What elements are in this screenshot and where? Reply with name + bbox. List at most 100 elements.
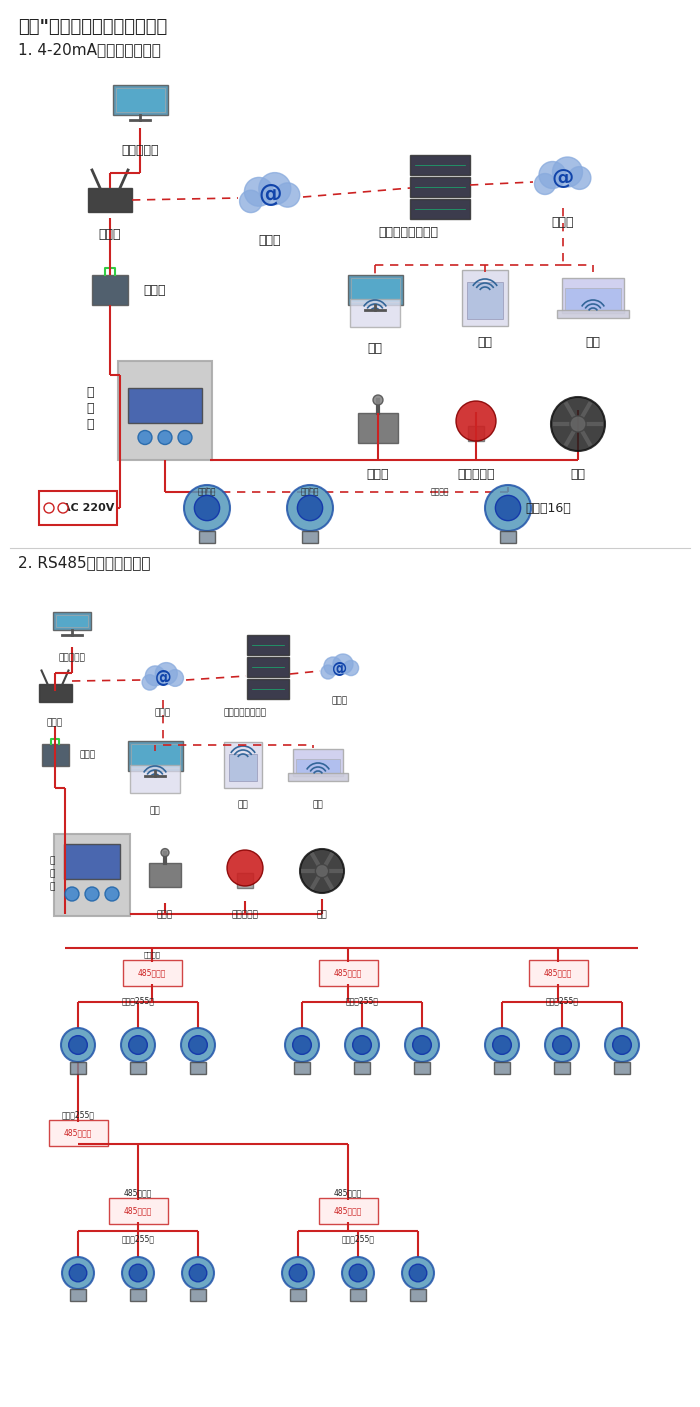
FancyBboxPatch shape <box>39 491 117 525</box>
FancyBboxPatch shape <box>290 1289 306 1301</box>
Text: 485中继器: 485中继器 <box>138 968 166 978</box>
Circle shape <box>130 1265 147 1282</box>
Circle shape <box>189 1036 207 1054</box>
Circle shape <box>138 431 152 445</box>
Text: 485中继器: 485中继器 <box>334 1189 362 1197</box>
Text: 信号输出: 信号输出 <box>430 487 449 497</box>
FancyBboxPatch shape <box>237 872 253 888</box>
Circle shape <box>161 848 169 857</box>
Text: 2. RS485信号连接系统图: 2. RS485信号连接系统图 <box>18 554 150 570</box>
Text: 电磁阀: 电磁阀 <box>157 910 173 920</box>
Text: 信号输出: 信号输出 <box>301 487 319 497</box>
Text: 可连接255台: 可连接255台 <box>62 1110 94 1120</box>
FancyBboxPatch shape <box>41 744 69 767</box>
FancyBboxPatch shape <box>38 684 71 702</box>
Circle shape <box>244 177 273 207</box>
Text: 电脑: 电脑 <box>368 342 382 355</box>
Circle shape <box>321 666 335 680</box>
Circle shape <box>485 1029 519 1062</box>
Text: −: − <box>44 502 54 514</box>
Text: 通: 通 <box>86 386 94 398</box>
Circle shape <box>227 850 263 886</box>
Circle shape <box>195 495 220 521</box>
Text: 风机: 风机 <box>316 910 328 920</box>
Text: 信号输出: 信号输出 <box>144 951 160 958</box>
Text: 485中继器: 485中继器 <box>334 968 362 978</box>
Circle shape <box>456 401 496 440</box>
FancyBboxPatch shape <box>554 1062 570 1074</box>
FancyBboxPatch shape <box>351 279 400 303</box>
FancyBboxPatch shape <box>88 189 132 212</box>
Circle shape <box>259 173 290 204</box>
FancyBboxPatch shape <box>410 1289 426 1301</box>
FancyBboxPatch shape <box>247 635 289 656</box>
Circle shape <box>612 1036 631 1054</box>
Text: @: @ <box>552 167 574 189</box>
Circle shape <box>402 1256 434 1289</box>
Text: 可连接255台: 可连接255台 <box>122 1234 155 1244</box>
FancyBboxPatch shape <box>462 270 508 326</box>
Circle shape <box>58 502 68 514</box>
FancyBboxPatch shape <box>350 1289 366 1301</box>
Circle shape <box>545 1029 579 1062</box>
FancyBboxPatch shape <box>468 426 484 440</box>
Circle shape <box>485 485 531 530</box>
Text: 通: 通 <box>49 857 55 865</box>
Text: 风机: 风机 <box>570 469 585 481</box>
FancyBboxPatch shape <box>302 530 318 543</box>
Text: 安帕尔网络服务器: 安帕尔网络服务器 <box>378 225 438 239</box>
FancyBboxPatch shape <box>92 274 128 305</box>
FancyBboxPatch shape <box>500 530 516 543</box>
FancyBboxPatch shape <box>118 360 212 460</box>
Text: 单机版电脑: 单机版电脑 <box>59 653 85 663</box>
Text: 可连接255台: 可连接255台 <box>122 996 155 1006</box>
FancyBboxPatch shape <box>224 741 262 788</box>
Circle shape <box>553 1036 571 1054</box>
FancyBboxPatch shape <box>116 89 164 113</box>
Text: 讯: 讯 <box>49 870 55 878</box>
FancyBboxPatch shape <box>229 754 257 781</box>
Text: 信号输出: 信号输出 <box>197 487 216 497</box>
Text: 转换器: 转换器 <box>80 750 96 760</box>
Circle shape <box>122 1256 154 1289</box>
Text: 安帕尔网络服务器: 安帕尔网络服务器 <box>223 709 267 718</box>
Circle shape <box>189 1265 206 1282</box>
Circle shape <box>324 657 342 675</box>
Text: 互联网: 互联网 <box>155 709 171 718</box>
Circle shape <box>158 431 172 445</box>
FancyBboxPatch shape <box>130 1289 146 1301</box>
Text: 声光报警器: 声光报警器 <box>232 910 258 920</box>
Circle shape <box>287 485 333 530</box>
Text: 电磁阀: 电磁阀 <box>367 469 389 481</box>
FancyBboxPatch shape <box>614 1062 630 1074</box>
Circle shape <box>61 1029 95 1062</box>
Circle shape <box>155 663 177 685</box>
Circle shape <box>282 1256 314 1289</box>
Text: 路由器: 路由器 <box>47 719 63 727</box>
Text: @: @ <box>155 668 172 687</box>
FancyBboxPatch shape <box>247 680 289 699</box>
FancyBboxPatch shape <box>54 834 130 916</box>
Circle shape <box>62 1256 94 1289</box>
Circle shape <box>298 495 323 521</box>
Circle shape <box>146 666 165 685</box>
Circle shape <box>275 183 300 207</box>
Text: AC 220V: AC 220V <box>62 502 114 514</box>
Circle shape <box>552 158 582 187</box>
Circle shape <box>181 1029 215 1062</box>
Circle shape <box>568 166 591 190</box>
FancyBboxPatch shape <box>199 530 215 543</box>
Circle shape <box>105 886 119 900</box>
FancyBboxPatch shape <box>354 1062 370 1074</box>
FancyBboxPatch shape <box>130 1062 146 1074</box>
FancyBboxPatch shape <box>410 177 470 197</box>
Circle shape <box>551 397 605 452</box>
Text: @: @ <box>332 660 348 675</box>
FancyBboxPatch shape <box>113 84 167 115</box>
FancyBboxPatch shape <box>296 758 340 772</box>
Circle shape <box>167 670 183 687</box>
FancyBboxPatch shape <box>467 281 503 319</box>
FancyBboxPatch shape <box>565 288 621 310</box>
FancyBboxPatch shape <box>190 1062 206 1074</box>
FancyBboxPatch shape <box>149 862 181 886</box>
